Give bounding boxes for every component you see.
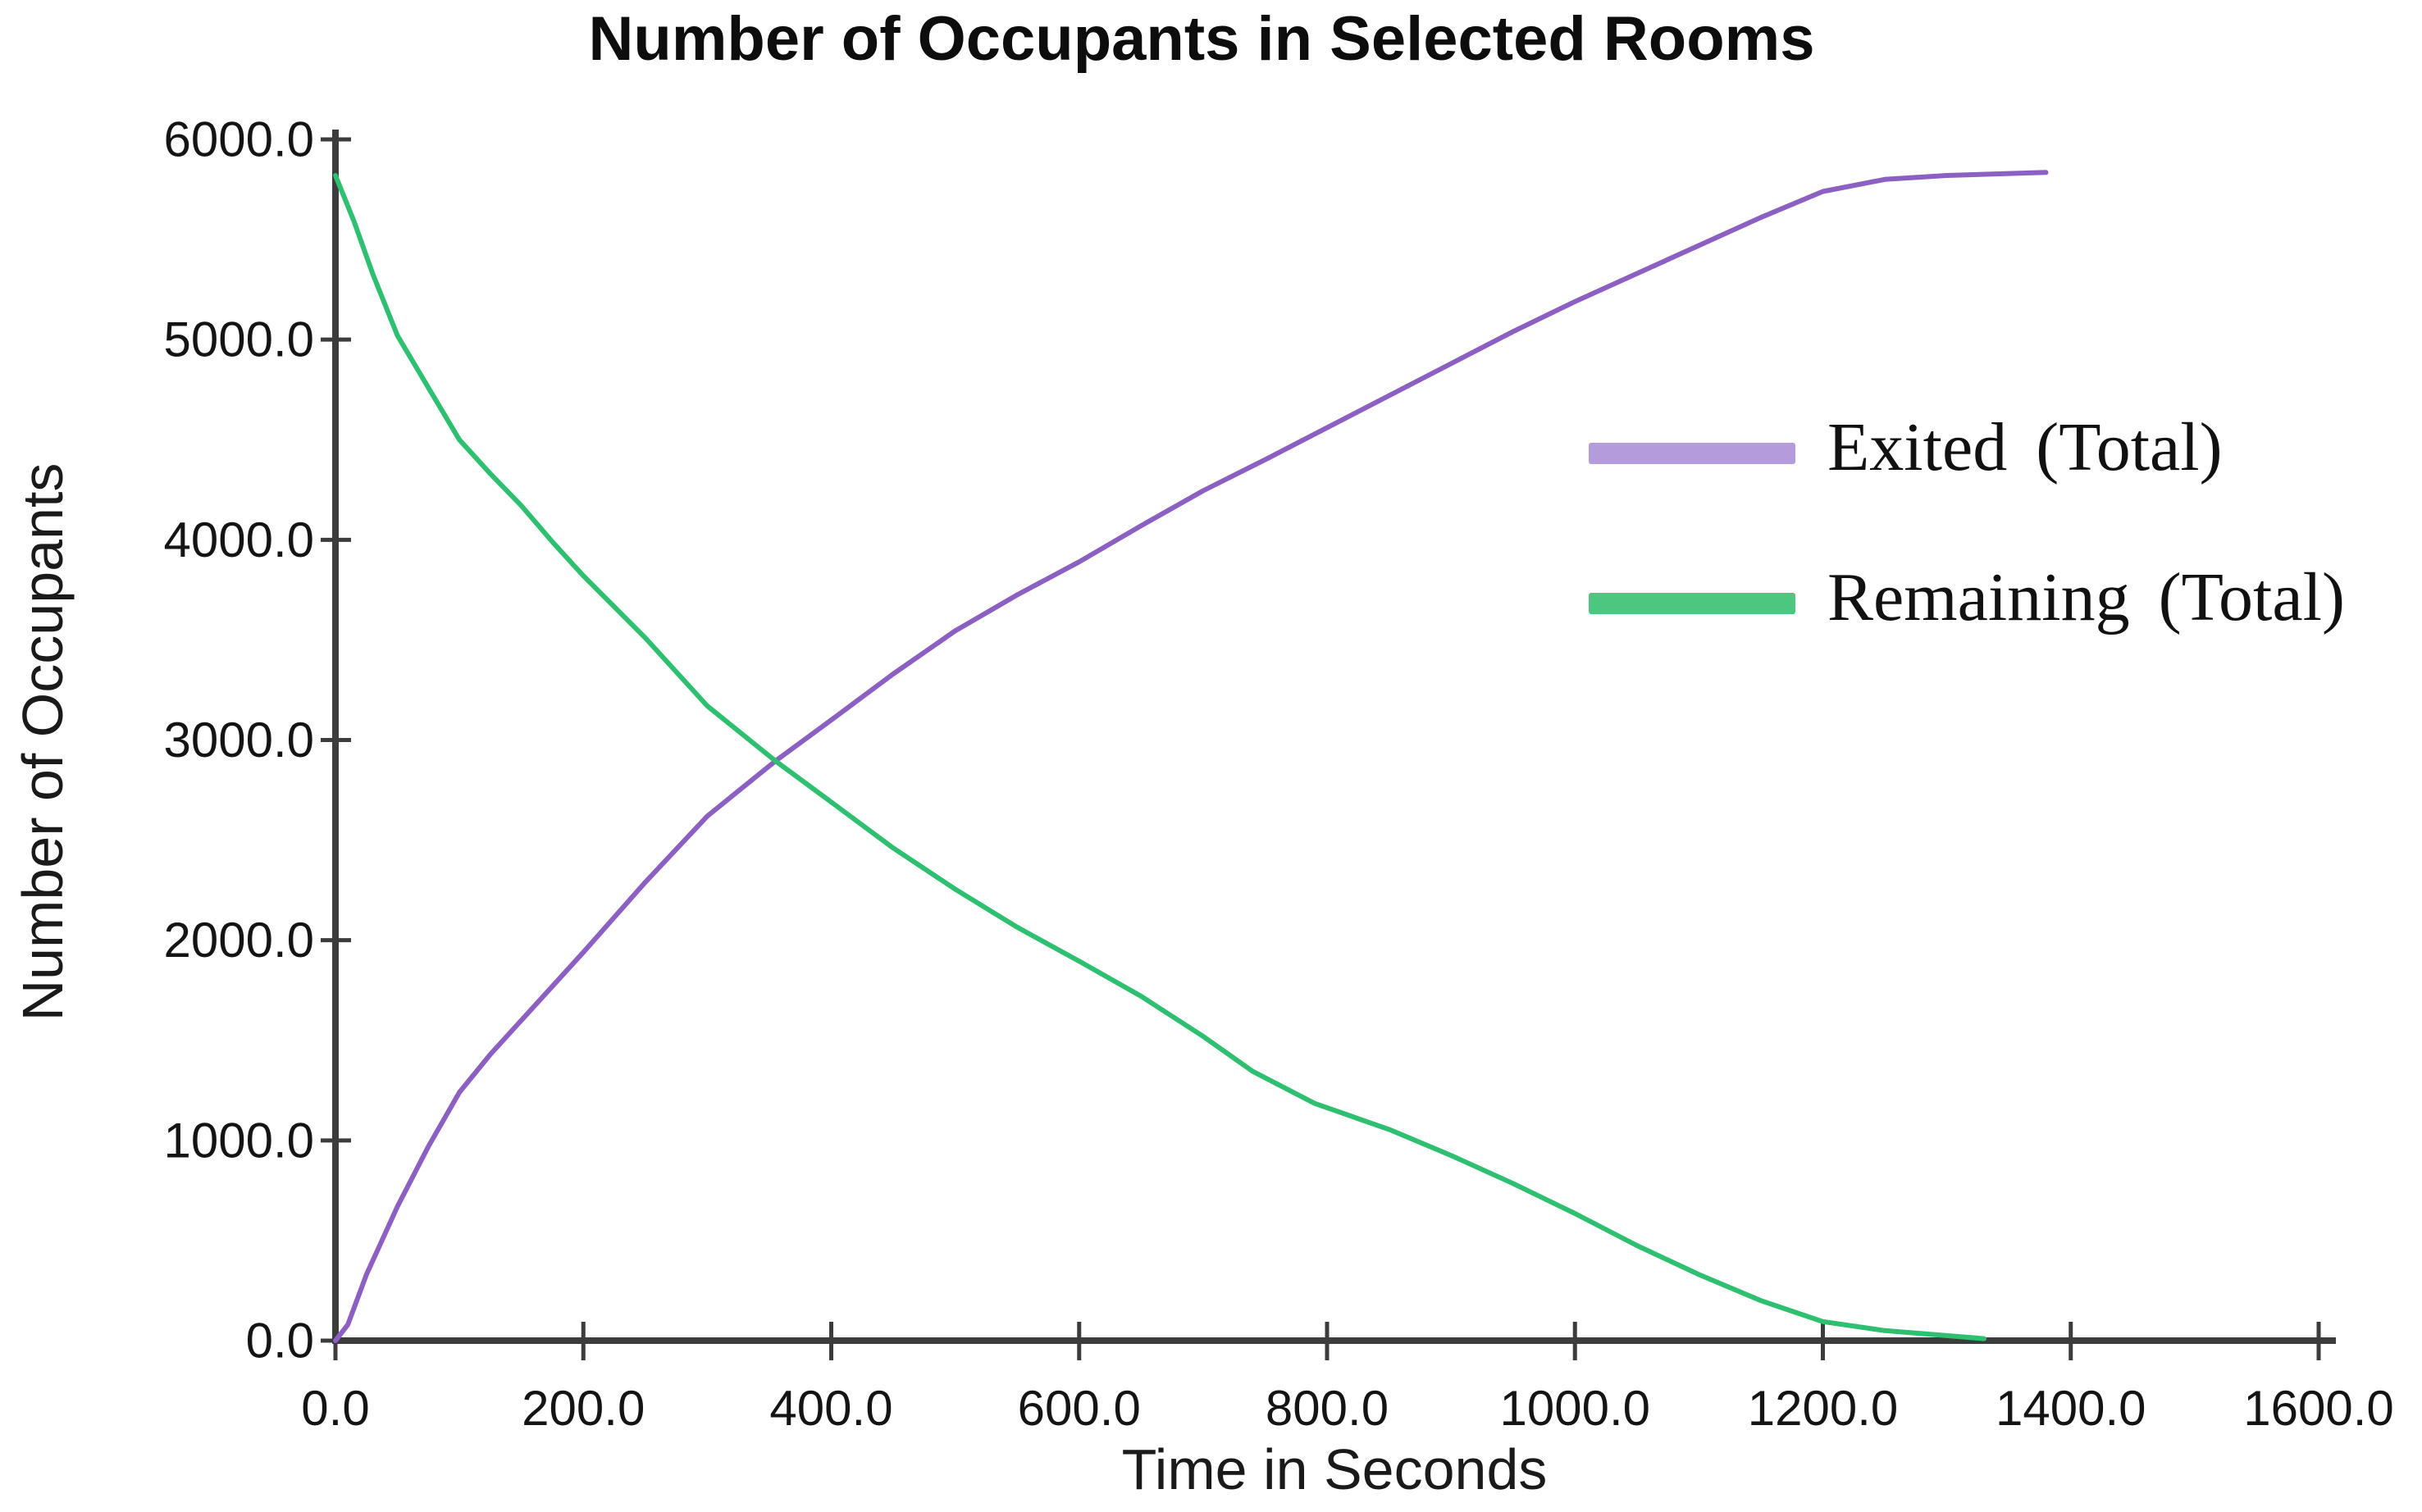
x-tick-label: 400.0	[769, 1381, 892, 1436]
y-tick-label: 1000.0	[163, 1113, 314, 1168]
y-tick-label: 2000.0	[163, 913, 314, 968]
x-tick-label: 800.0	[1266, 1381, 1389, 1436]
y-tick-label: 6000.0	[163, 112, 314, 167]
exited-line	[333, 170, 2049, 1343]
y-tick-label: 4000.0	[163, 512, 314, 567]
chart-title: Number of Occupants in Selected Rooms	[588, 4, 1815, 74]
x-tick-label: 1000.0	[1499, 1381, 1650, 1436]
x-tick-label: 1200.0	[1748, 1381, 1899, 1436]
y-tick-label: 5000.0	[163, 312, 314, 367]
x-tick-label: 200.0	[522, 1381, 645, 1436]
x-tick-label: 600.0	[1018, 1381, 1141, 1436]
x-tick-label: 1600.0	[2243, 1381, 2394, 1436]
x-tick-label: 0.0	[301, 1381, 369, 1436]
y-tick-label: 0.0	[246, 1314, 314, 1369]
x-axis-title: Time in Seconds	[1121, 1437, 1548, 1501]
x-tick-label: 1400.0	[1996, 1381, 2146, 1436]
remaining-line	[333, 173, 1986, 1341]
y-tick-label: 3000.0	[163, 713, 314, 767]
